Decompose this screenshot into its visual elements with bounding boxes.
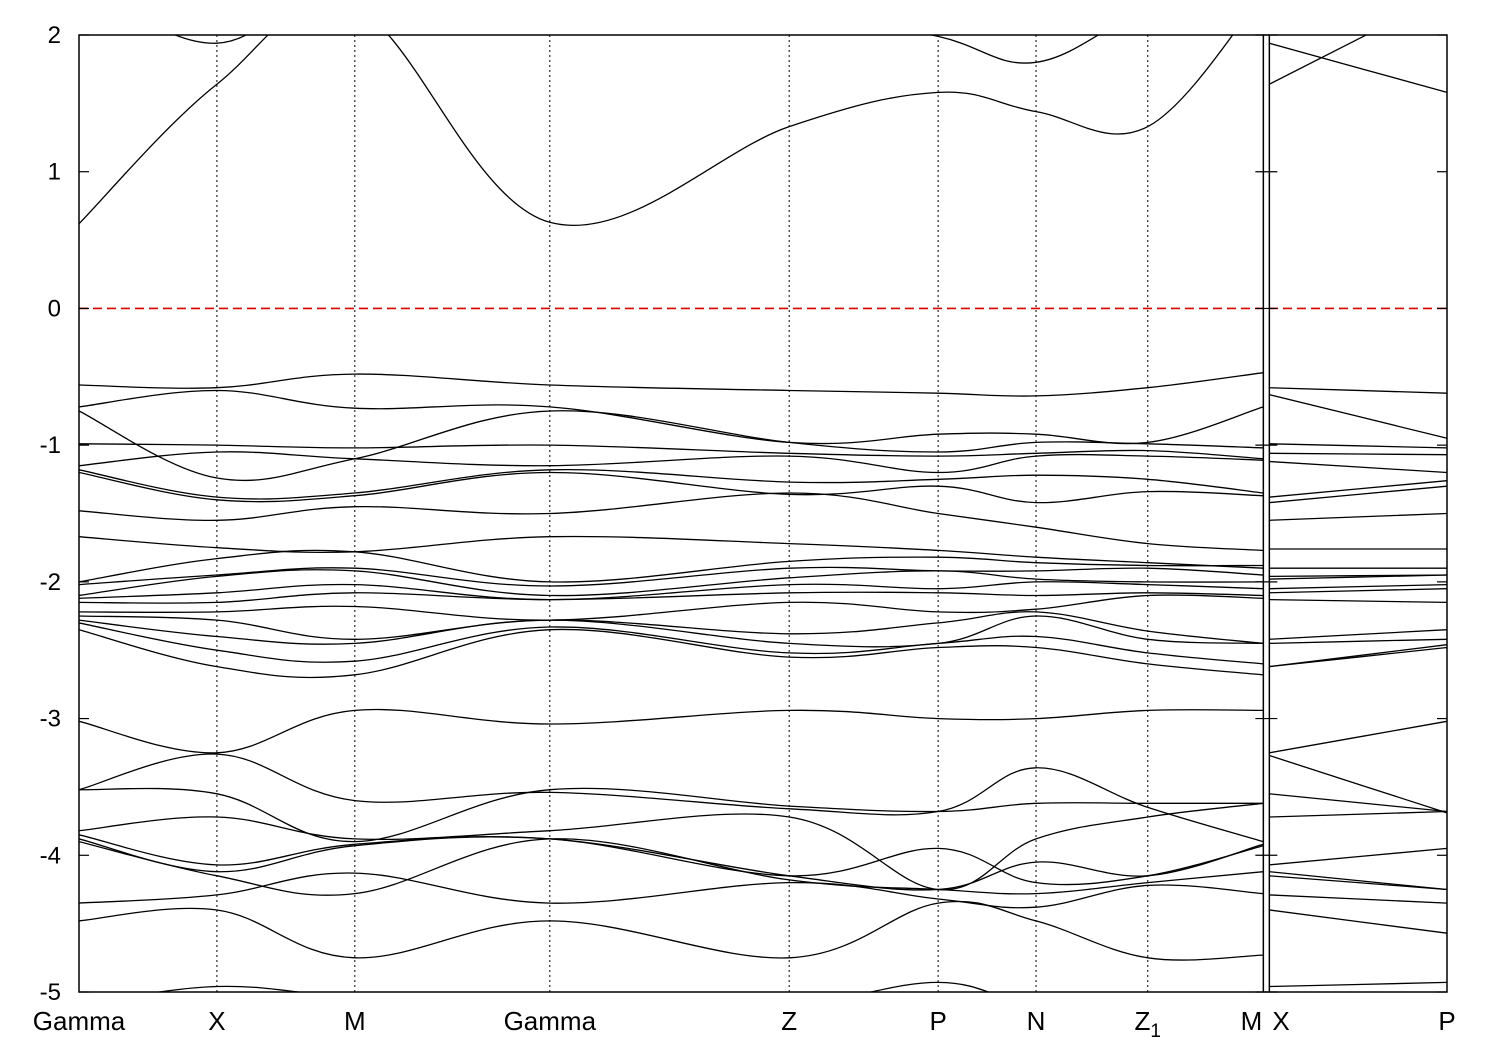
band-line: [1269, 387, 1448, 394]
band-line: [79, 451, 1264, 474]
kpoint-label: N: [1027, 1006, 1046, 1036]
band-line: [1269, 443, 1448, 449]
band-line: [1269, 598, 1448, 604]
kpoint-label: X: [1272, 1006, 1289, 1036]
band-line: [79, 594, 1264, 621]
kpoint-label: X: [208, 1006, 225, 1036]
band-line: [79, 468, 1264, 500]
path-break-gap: [1263, 35, 1270, 992]
band-line: [1269, 810, 1448, 818]
band-line: [173, 35, 1100, 64]
band-line: [79, 611, 1264, 645]
band-line: [79, 492, 1264, 552]
band-line: [79, 622, 1264, 665]
y-tick-label: 0: [48, 295, 61, 322]
plot-border: [78, 34, 1448, 993]
band-line: [79, 581, 1264, 601]
y-tick-label: 1: [48, 159, 61, 186]
band-line: [79, 900, 1264, 961]
y-tick-label: -4: [40, 842, 61, 869]
y-tick-label: -1: [40, 432, 61, 459]
band-line: [1269, 42, 1448, 94]
band-line: [1269, 847, 1448, 866]
band-line: [155, 981, 991, 992]
band-line: [79, 872, 1264, 909]
band-line: [79, 389, 1264, 445]
band-line: [1269, 909, 1448, 934]
band-line: [79, 628, 1264, 679]
band-line: [79, 787, 1264, 843]
band-line: [1269, 981, 1448, 988]
kpoint-label: P: [929, 1006, 946, 1036]
kpoint-label: Z1: [1135, 1006, 1161, 1042]
y-tick-label: 2: [48, 22, 61, 49]
band-line: [79, 753, 1264, 843]
plot-frame: [78, 34, 1448, 993]
band-line: [1269, 574, 1448, 580]
band-line: [79, 35, 1234, 227]
kpoint-label: Gamma: [504, 1006, 597, 1036]
band-line: [79, 549, 1264, 583]
band-line: [1269, 512, 1448, 521]
band-line: [79, 834, 1264, 891]
band-line: [79, 591, 1264, 604]
kpoint-label: Z: [781, 1006, 797, 1036]
band-line: [1269, 460, 1448, 474]
band-line: [1269, 35, 1368, 85]
kpoint-label: P: [1438, 1006, 1455, 1036]
y-axis: 2 1 0 -1 -2 -3 -4 -5: [40, 22, 1447, 1006]
band-line: [79, 410, 1264, 482]
bands: [79, 35, 1448, 992]
band-line: [1269, 754, 1448, 814]
band-line: [1269, 480, 1448, 498]
band-line: [1269, 646, 1448, 668]
x-axis-kpoint-labels: Gamma X M Gamma Z P N Z1 M X P: [33, 1006, 1456, 1042]
y-tick-label: -2: [40, 569, 61, 596]
band-line: [79, 535, 1264, 569]
band-line: [79, 569, 1264, 597]
kpoint-label: Gamma: [33, 1006, 126, 1036]
band-line: [1269, 452, 1448, 456]
band-line: [1269, 485, 1448, 504]
band-line: [79, 443, 1264, 460]
band-line: [1269, 588, 1448, 594]
band-line: [79, 615, 1264, 648]
kpoint-label: M: [344, 1006, 366, 1036]
band-line: [79, 566, 1264, 587]
band-line: [1269, 629, 1448, 640]
band-line: [79, 802, 1264, 891]
y-tick-label: -3: [40, 706, 61, 733]
band-line: [79, 372, 1264, 397]
band-line: [1269, 894, 1448, 904]
band-line: [79, 471, 1264, 504]
kpoint-label: M: [1241, 1006, 1263, 1036]
band-line: [1269, 393, 1448, 439]
y-tick-label: -5: [40, 979, 61, 1006]
band-line: [1269, 793, 1448, 813]
band-line: [1269, 583, 1448, 590]
band-line: [1269, 720, 1448, 754]
band-line: [1269, 875, 1448, 891]
kpoint-gridlines: [216, 35, 1149, 992]
band-line: [79, 838, 1264, 896]
band-line: [79, 708, 1264, 754]
band-line: [1269, 638, 1448, 645]
band-line: [79, 836, 1264, 886]
